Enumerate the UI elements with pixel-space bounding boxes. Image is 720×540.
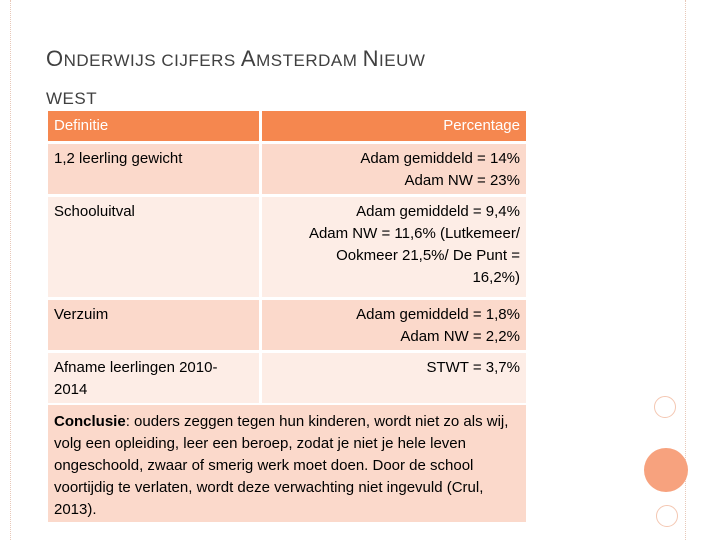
header-percentage: Percentage <box>262 111 526 141</box>
decor-circle-accent <box>644 448 688 492</box>
row-value: Adam gemiddeld = 14% Adam NW = 23% <box>262 144 526 194</box>
decor-circle-top <box>654 396 676 418</box>
value-line: STWT = 3,7% <box>426 359 520 376</box>
row-label: 1,2 leerling gewicht <box>48 144 259 194</box>
value-line: Ookmeer 21,5%/ De Punt = <box>336 247 520 264</box>
value-line: Adam NW = 23% <box>404 172 520 189</box>
table-header-row: Definitie Percentage <box>48 111 526 141</box>
slide-title: ONDERWIJS CIJFERS AMSTERDAM NIEUW WEST <box>46 40 646 118</box>
title-rest-1: NDERWIJS <box>63 51 157 70</box>
row-label: Schooluitval <box>48 197 259 297</box>
title-cap-1: O <box>46 46 64 71</box>
title-word-2: CIJFERS <box>161 51 236 70</box>
row-value: Adam gemiddeld = 9,4% Adam NW = 11,6% (L… <box>262 197 526 297</box>
value-line: Adam gemiddeld = 1,8% <box>356 306 520 323</box>
frame-line-left <box>10 0 12 540</box>
frame-line-right <box>685 0 687 540</box>
title-rest-4: IEUW <box>379 51 426 70</box>
value-line: Adam gemiddeld = 9,4% <box>356 203 520 220</box>
title-word-5: WEST <box>46 89 98 108</box>
row-label: Afname leerlingen 2010- 2014 <box>48 353 259 403</box>
table-row: 1,2 leerling gewicht Adam gemiddeld = 14… <box>48 144 526 194</box>
value-line: Adam NW = 2,2% <box>400 328 520 345</box>
value-line: Adam gemiddeld = 14% <box>360 150 520 167</box>
conclusion-text: : ouders zeggen tegen hun kinderen, word… <box>54 413 509 518</box>
label-line: Afname leerlingen 2010- <box>54 359 218 376</box>
decor-circle-bottom <box>656 505 678 527</box>
data-table: Definitie Percentage 1,2 leerling gewich… <box>48 111 526 403</box>
value-line: Adam NW = 11,6% (Lutkemeer/ <box>308 225 520 242</box>
title-cap-3: A <box>240 46 257 71</box>
title-cap-4: N <box>362 46 380 71</box>
table-row: Schooluitval Adam gemiddeld = 9,4% Adam … <box>48 197 526 297</box>
conclusion-box: Conclusie: ouders zeggen tegen hun kinde… <box>48 405 526 522</box>
title-rest-3: MSTERDAM <box>256 51 358 70</box>
value-line: 16,2%) <box>472 269 520 286</box>
header-definitie: Definitie <box>48 111 259 141</box>
row-label: Verzuim <box>48 300 259 350</box>
conclusion-label: Conclusie <box>54 413 126 430</box>
row-value: Adam gemiddeld = 1,8% Adam NW = 2,2% <box>262 300 526 350</box>
table-row: Verzuim Adam gemiddeld = 1,8% Adam NW = … <box>48 300 526 350</box>
label-line: 2014 <box>54 381 88 398</box>
row-value: STWT = 3,7% <box>262 353 526 403</box>
table-row: Afname leerlingen 2010- 2014 STWT = 3,7% <box>48 353 526 403</box>
